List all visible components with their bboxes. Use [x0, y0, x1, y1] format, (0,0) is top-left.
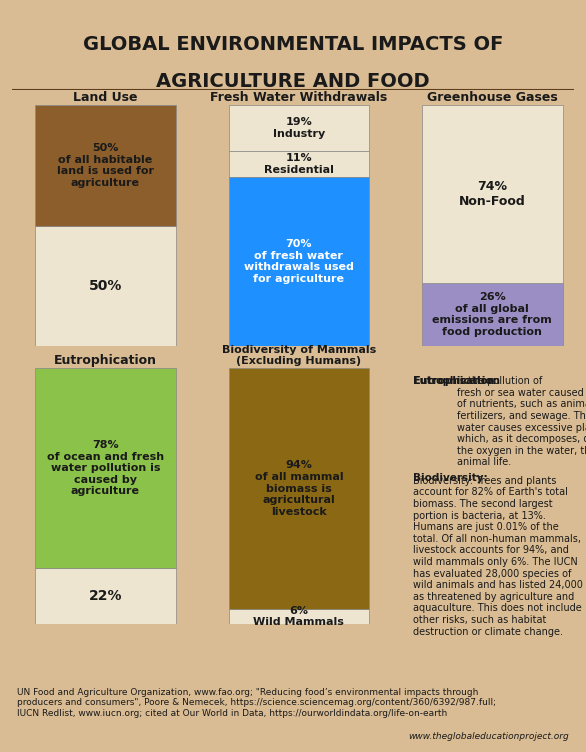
- Text: 70%
of fresh water
withdrawals used
for agriculture: 70% of fresh water withdrawals used for …: [244, 239, 354, 284]
- Title: Land Use: Land Use: [73, 91, 138, 104]
- Text: is the pollution of
fresh or sea water caused by runoff
of nutrients, such as an: is the pollution of fresh or sea water c…: [458, 376, 586, 467]
- Text: AGRICULTURE AND FOOD: AGRICULTURE AND FOOD: [156, 72, 430, 92]
- Bar: [35, 105, 176, 226]
- Text: 74%
Non-Food: 74% Non-Food: [459, 180, 526, 208]
- Text: GLOBAL ENVIRONMENTAL IMPACTS OF: GLOBAL ENVIRONMENTAL IMPACTS OF: [83, 35, 503, 54]
- Text: Eutrophication: Eutrophication: [413, 376, 500, 386]
- Title: Fresh Water Withdrawals: Fresh Water Withdrawals: [210, 91, 387, 104]
- Text: 19%
Industry: 19% Industry: [272, 117, 325, 139]
- Bar: [422, 284, 563, 346]
- Title: Greenhouse Gases: Greenhouse Gases: [427, 91, 558, 104]
- Bar: [229, 105, 369, 151]
- Text: 26%
of all global
emissions are from
food production: 26% of all global emissions are from foo…: [432, 293, 552, 337]
- Text: 50%
of all habitable
land is used for
agriculture: 50% of all habitable land is used for ag…: [57, 143, 154, 188]
- Bar: [229, 368, 369, 609]
- Text: 6%
Wild Mammals: 6% Wild Mammals: [253, 605, 345, 627]
- Text: 50%: 50%: [89, 279, 122, 293]
- Text: UN Food and Agriculture Organization, www.fao.org; "Reducing food’s environmenta: UN Food and Agriculture Organization, ww…: [18, 688, 496, 718]
- Title: Biodiversity of Mammals
(Excluding Humans): Biodiversity of Mammals (Excluding Human…: [222, 344, 376, 366]
- Bar: [35, 568, 176, 624]
- Text: www.theglobaleducationproject.org: www.theglobaleducationproject.org: [408, 732, 568, 741]
- Text: 22%: 22%: [88, 589, 122, 603]
- Bar: [35, 226, 176, 346]
- Bar: [229, 151, 369, 177]
- Bar: [229, 609, 369, 624]
- Text: 94%
of all mammal
biomass is
agricultural
livestock: 94% of all mammal biomass is agricultura…: [254, 460, 343, 517]
- Text: 11%
Residential: 11% Residential: [264, 153, 334, 175]
- Title: Eutrophication: Eutrophication: [54, 354, 157, 367]
- Text: 78%
of ocean and fresh
water pollution is
caused by
agriculture: 78% of ocean and fresh water pollution i…: [47, 440, 164, 496]
- Text: Biodiversity: Trees and plants account for 82% of Earth's total biomass. The sec: Biodiversity: Trees and plants account f…: [413, 476, 583, 637]
- Text: Eutrophication: Eutrophication: [413, 376, 495, 386]
- Bar: [422, 105, 563, 284]
- Text: Biodiversity:: Biodiversity:: [413, 473, 488, 484]
- Bar: [35, 368, 176, 568]
- Bar: [229, 177, 369, 346]
